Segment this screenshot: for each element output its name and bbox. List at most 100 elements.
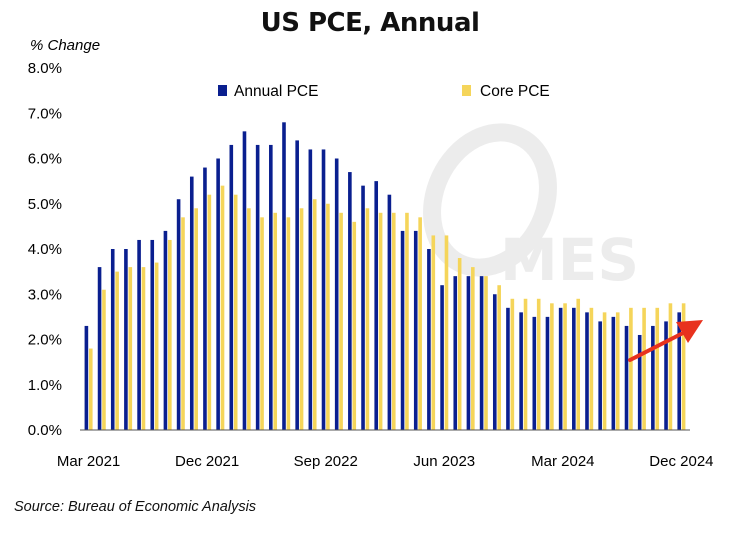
- annual-pce-bar: [677, 312, 682, 430]
- y-tick-label: 3.0%: [28, 286, 62, 303]
- y-axis-ticks: 0.0% 1.0% 2.0% 3.0% 4.0% 5.0% 6.0% 7.0% 8.0%: [28, 60, 62, 439]
- core-pce-bar: [220, 185, 225, 430]
- core-pce-bar: [181, 217, 185, 430]
- y-tick-label: 1.0%: [28, 377, 62, 394]
- annual-pce-bar: [308, 149, 313, 430]
- annual-pce-bar: [624, 325, 629, 430]
- core-pce-bar: [457, 258, 462, 430]
- core-pce-bar: [128, 267, 133, 430]
- core-pce-bar: [523, 298, 528, 430]
- core-pce-bar: [168, 239, 172, 430]
- annual-pce-bar: [387, 194, 392, 430]
- annual-pce-bar: [361, 185, 365, 430]
- core-pce-bar: [642, 307, 646, 430]
- core-pce-bar: [326, 203, 330, 430]
- annual-pce-bar: [492, 294, 497, 430]
- annual-pce-bar: [163, 230, 168, 430]
- annual-pce-bar: [189, 176, 194, 430]
- core-pce-bar: [681, 303, 686, 430]
- core-pce-bar: [510, 298, 515, 430]
- y-tick-label: 7.0%: [28, 105, 62, 122]
- core-pce-bar: [563, 303, 567, 430]
- legend-label-annual-pce: Annual PCE: [234, 83, 318, 100]
- core-pce-bar: [102, 289, 106, 430]
- core-pce-bar: [471, 267, 475, 430]
- annual-pce-bar: [282, 122, 286, 431]
- annual-pce-bar: [572, 307, 576, 430]
- core-pce-bar: [405, 212, 409, 430]
- core-pce-bar: [286, 217, 291, 430]
- core-pce-bar: [602, 312, 607, 430]
- core-pce-bar: [550, 303, 554, 430]
- annual-pce-bar: [664, 321, 668, 430]
- annual-pce-bar: [242, 131, 247, 430]
- annual-pce-bar: [519, 312, 523, 430]
- annual-pce-bar: [124, 249, 128, 430]
- core-pce-bar: [418, 217, 422, 430]
- trend-arrow-icon: [628, 320, 703, 362]
- annual-pce-bar: [348, 172, 352, 430]
- annual-pce-bar: [466, 276, 471, 430]
- y-tick-label: 6.0%: [28, 151, 62, 168]
- x-tick-label: Mar 2024: [531, 453, 594, 470]
- core-pce-bar: [629, 307, 633, 430]
- annual-pce-bar: [84, 325, 89, 430]
- x-tick-label: Sep 2022: [294, 453, 358, 470]
- annual-pce-bar: [321, 149, 326, 430]
- core-pce-bar: [273, 212, 278, 430]
- core-pce-bar: [365, 208, 370, 430]
- annual-pce-bar: [585, 312, 589, 430]
- annual-pce-bar: [545, 316, 550, 430]
- annual-pce-bar: [110, 249, 115, 430]
- legend-label-core-pce: Core PCE: [480, 83, 550, 100]
- annual-pce-bar: [216, 158, 220, 430]
- core-pce-bar: [431, 235, 436, 430]
- y-tick-label: 4.0%: [28, 241, 62, 258]
- annual-pce-bar: [637, 334, 642, 430]
- annual-pce-bar: [558, 307, 563, 430]
- core-pce-bar: [484, 276, 488, 430]
- core-pce-bar: [391, 212, 396, 430]
- core-pce-bar: [497, 285, 501, 430]
- y-tick-label: 8.0%: [28, 60, 62, 77]
- core-pce-bar: [668, 303, 673, 430]
- annual-pce-bar: [255, 144, 260, 431]
- core-pce-bar: [247, 208, 251, 430]
- legend-swatch-annual-pce: [218, 85, 227, 96]
- y-axis-label: % Change: [30, 37, 100, 54]
- annual-pce-bar: [479, 276, 484, 430]
- annual-pce-bar: [97, 267, 102, 430]
- annual-pce-bar: [176, 199, 181, 430]
- core-pce-bar: [260, 217, 264, 430]
- core-pce-bar: [576, 298, 581, 430]
- core-pce-bar: [154, 262, 159, 430]
- core-pce-bar: [194, 208, 198, 430]
- bar-series: [84, 122, 686, 431]
- core-pce-bar: [352, 221, 357, 430]
- annual-pce-bar: [532, 316, 537, 430]
- annual-pce-bar: [427, 249, 431, 430]
- core-pce-bar: [339, 212, 343, 430]
- x-axis-ticks: Mar 2021 Dec 2021 Sep 2022 Jun 2023 Mar 2024…: [57, 453, 714, 470]
- core-pce-bar: [233, 194, 238, 430]
- core-pce-bar: [88, 348, 93, 430]
- annual-pce-bar: [374, 181, 379, 430]
- core-pce-bar: [378, 212, 383, 430]
- annual-pce-bar: [651, 325, 655, 430]
- y-tick-label: 2.0%: [28, 332, 62, 349]
- annual-pce-bar: [453, 276, 458, 430]
- annual-pce-bar: [203, 167, 207, 431]
- y-tick-label: 5.0%: [28, 196, 62, 213]
- chart-title: US PCE, Annual: [260, 8, 480, 38]
- x-tick-label: Dec 2021: [175, 453, 239, 470]
- annual-pce-bar: [269, 144, 273, 431]
- core-pce-bar: [207, 194, 212, 430]
- core-pce-bar: [141, 267, 146, 430]
- annual-pce-bar: [400, 230, 405, 430]
- core-pce-bar: [299, 208, 304, 430]
- core-pce-bar: [312, 199, 317, 430]
- annual-pce-bar: [413, 230, 418, 430]
- x-tick-label: Dec 2024: [649, 453, 713, 470]
- core-pce-bar: [536, 298, 541, 430]
